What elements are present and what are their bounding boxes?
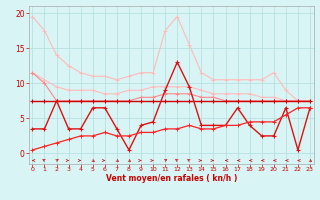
- X-axis label: Vent moyen/en rafales ( kn/h ): Vent moyen/en rafales ( kn/h ): [106, 174, 237, 183]
